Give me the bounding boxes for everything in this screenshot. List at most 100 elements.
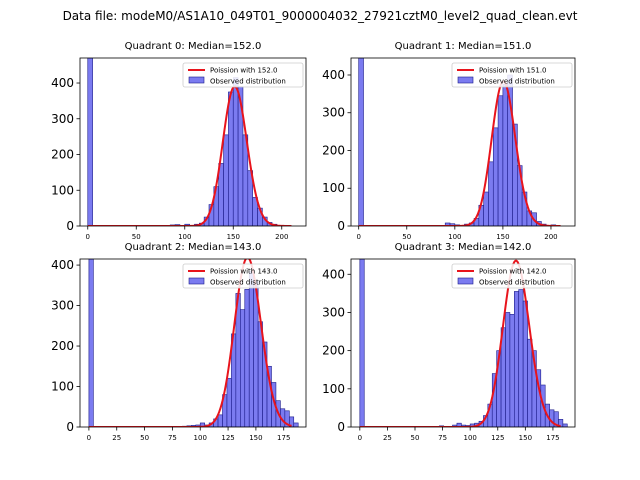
y-tick-label: 300: [51, 299, 74, 313]
histogram-bar: [549, 409, 555, 427]
x-tick-label: 100: [448, 233, 461, 241]
histogram-bar: [288, 416, 295, 427]
histogram-bar: [87, 58, 93, 226]
y-tick-label: 100: [51, 183, 74, 197]
histogram-bar: [244, 289, 250, 427]
legend-bar-swatch: [457, 76, 474, 84]
histogram-bar: [248, 270, 254, 427]
histogram-bar: [509, 314, 515, 427]
x-tick-label: 125: [221, 434, 234, 442]
legend: Poission with 142.0 Observed distribution: [451, 263, 573, 289]
histogram-bar: [218, 163, 224, 226]
subplot-quadrant-3: Quadrant 3: Median=142.0 0 25 50 75 100 125 150…: [322, 242, 576, 442]
legend-bar-swatch: [188, 76, 205, 84]
histogram-bar: [359, 259, 365, 427]
axes-frame: [350, 258, 576, 428]
x-tick-label: 0: [356, 233, 360, 241]
histogram-bars: [87, 58, 287, 226]
legend: Poission with 152.0 Observed distribution: [182, 62, 304, 88]
x-tick-label: 200: [275, 233, 288, 241]
histogram-bar: [223, 134, 229, 226]
y-tick-label: 0: [66, 420, 74, 434]
subplot-quadrant-0: Quadrant 0: Median=152.0 0 50 100 150 200 0 100…: [51, 41, 307, 241]
axes-frame: [350, 57, 576, 227]
histogram-bar: [514, 291, 520, 427]
y-tick-label: 200: [51, 339, 74, 353]
x-tick-label: 50: [402, 233, 411, 241]
x-tick-label: 150: [227, 233, 240, 241]
x-tick-label: 75: [168, 434, 177, 442]
legend-observed-label: Observed distribution: [479, 78, 555, 86]
histogram-bar: [492, 127, 499, 226]
axes-frame: [79, 258, 307, 428]
y-tick-label: 400: [51, 258, 74, 272]
poisson-fit-curve: [358, 80, 561, 226]
histogram-bar: [358, 58, 364, 226]
y-tick-label: 200: [322, 344, 345, 358]
x-tick-label: 150: [249, 434, 262, 442]
histogram-bar: [483, 191, 489, 226]
legend-fit-label: Poission with 142.0: [479, 268, 547, 276]
histogram-bar: [226, 378, 232, 427]
histogram-bar: [527, 338, 533, 427]
x-tick-label: 0: [358, 434, 362, 442]
y-tick-label: 300: [51, 112, 74, 126]
histogram-bar: [502, 84, 509, 226]
legend-box: [182, 263, 304, 289]
histogram-bar: [293, 422, 299, 427]
y-tick-label: 0: [337, 219, 345, 233]
y-tick-label: 300: [322, 106, 345, 120]
x-tick-label: 0: [86, 233, 90, 241]
axes-frame: [79, 57, 307, 227]
y-tick-label: 200: [51, 148, 74, 162]
y-tick-label: 0: [66, 219, 74, 233]
x-tick-label: 150: [496, 233, 509, 241]
x-tick-label: 175: [546, 434, 559, 442]
subplot-title: Quadrant 2: Median=143.0: [125, 242, 262, 253]
subplot-quadrant-1: Quadrant 1: Median=151.0 0 50 100 150 200 0 100…: [322, 41, 576, 241]
y-tick-label: 100: [51, 380, 74, 394]
histogram-bars: [358, 58, 557, 226]
y-tick-label: 400: [51, 76, 74, 90]
legend-bar-swatch: [188, 277, 205, 285]
histogram-bar: [488, 161, 494, 226]
histogram-bar: [505, 312, 511, 427]
histogram-bar: [562, 423, 568, 427]
histogram-bar: [228, 91, 234, 226]
legend-box: [451, 263, 573, 289]
legend-observed-label: Observed distribution: [210, 78, 286, 86]
y-tick-label: 100: [322, 181, 345, 195]
histogram-bar: [522, 300, 528, 427]
legend-observed-label: Observed distribution: [210, 279, 286, 287]
histogram-bar: [497, 95, 504, 226]
legend-observed-label: Observed distribution: [479, 279, 555, 287]
legend-bar-swatch: [457, 277, 474, 285]
subplot-title: Quadrant 3: Median=142.0: [395, 242, 532, 253]
subplot-quadrant-2: Quadrant 2: Median=143.0 0 25 50 75 100 125 150…: [51, 242, 307, 442]
subplot-title: Quadrant 0: Median=152.0: [125, 41, 262, 52]
figure-suptitle: Data file: modeM0/AS1A10_049T01_90000040…: [63, 9, 578, 23]
legend-fit-label: Poission with 143.0: [210, 268, 278, 276]
x-tick-label: 100: [463, 434, 476, 442]
x-tick-label: 75: [438, 434, 447, 442]
legend-box: [182, 62, 304, 88]
histogram-bar: [232, 77, 239, 226]
legend-fit-label: Poission with 152.0: [210, 67, 278, 75]
x-tick-label: 0: [87, 434, 91, 442]
x-tick-label: 50: [132, 233, 141, 241]
y-tick-label: 100: [322, 382, 345, 396]
legend: Poission with 143.0 Observed distribution: [182, 263, 304, 289]
legend-fit-label: Poission with 151.0: [479, 67, 547, 75]
subplot-grid: Quadrant 0: Median=152.0 0 50 100 150 200 0 100…: [51, 41, 576, 442]
y-tick-label: 200: [322, 143, 345, 157]
histogram-bar: [240, 309, 246, 427]
x-tick-label: 25: [112, 434, 121, 442]
x-tick-label: 125: [491, 434, 504, 442]
histogram-bar: [88, 259, 94, 427]
legend: Poission with 151.0 Observed distribution: [451, 62, 573, 88]
subplot-title: Quadrant 1: Median=151.0: [395, 41, 532, 52]
histogram-bar: [518, 289, 524, 427]
x-tick-label: 100: [194, 434, 207, 442]
poisson-fit-curve: [87, 85, 292, 226]
